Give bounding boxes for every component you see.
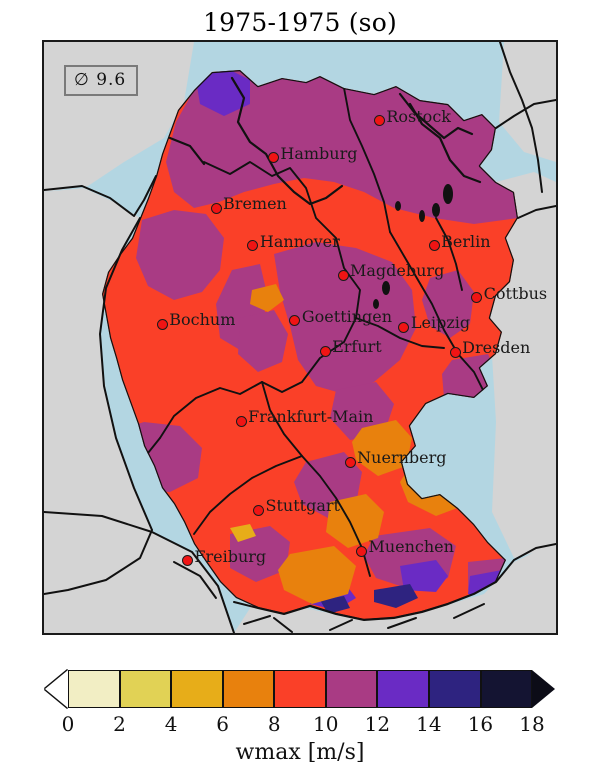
- city-dot-icon: [471, 292, 483, 304]
- city-label: Rostock: [386, 106, 451, 126]
- city-dot-icon: [247, 240, 259, 252]
- city-dot-icon: [398, 321, 410, 333]
- city-label: Dresden: [462, 338, 531, 358]
- colorbar-tick-labels: 0 2 4 6 8 10 12 14 16 18: [62, 712, 545, 738]
- map-panel[interactable]: ∅ 9.6 Rostock Hamburg Bremen Hannover Berlin…: [42, 40, 558, 635]
- colorbar-band-16-18[interactable]: [480, 670, 533, 708]
- colorbar-extend-over-arrow: [532, 670, 555, 708]
- city-label: Goettingen: [301, 306, 393, 326]
- colorbar-band-14-16[interactable]: [428, 670, 481, 708]
- colorbar-tick-16: 16: [467, 712, 494, 736]
- colorbar-band-4-6[interactable]: [171, 670, 223, 708]
- city-label: Cottbus: [483, 283, 548, 303]
- city-label: Freiburg: [194, 546, 267, 566]
- colorbar-tick-4: 4: [164, 712, 178, 736]
- city-label: Stuttgart: [265, 496, 340, 516]
- city-label: Berlin: [441, 231, 491, 251]
- city-label: Hannover: [259, 231, 340, 251]
- city-dot-icon: [210, 202, 222, 214]
- colorbar-band-8-10[interactable]: [274, 670, 326, 708]
- city-label: Hamburg: [280, 143, 358, 163]
- colorbar-bands[interactable]: [68, 670, 533, 708]
- colorbar-tick-8: 8: [267, 712, 281, 736]
- colorbar-tick-18: 18: [519, 712, 545, 736]
- city-label: Frankfurt-Main: [248, 407, 374, 427]
- colorbar-band-10-12[interactable]: [325, 670, 378, 708]
- colorbar-tick-12: 12: [364, 712, 391, 736]
- colorbar[interactable]: 0 2 4 6 8 10 12 14 16 18 wmax [m/s]: [0, 660, 600, 780]
- city-dot-icon: [337, 269, 349, 281]
- city-label: Bremen: [223, 194, 287, 214]
- city-dot-icon: [267, 152, 279, 164]
- city-label: Nuernberg: [357, 448, 447, 468]
- city-dot-icon: [355, 545, 367, 557]
- city-dot-icon: [373, 115, 385, 127]
- city-dot-icon: [319, 345, 331, 357]
- city-dot-icon: [289, 315, 301, 327]
- city-label: Muenchen: [368, 537, 454, 557]
- colorbar-tick-6: 6: [216, 712, 230, 736]
- colorbar-extend-under-arrow: [45, 670, 68, 708]
- city-label: Erfurt: [332, 337, 382, 357]
- colorbar-tick-0: 0: [61, 712, 75, 736]
- city-dot-icon: [181, 555, 193, 567]
- colorbar-axis-label: wmax [m/s]: [235, 740, 365, 765]
- colorbar-tick-10: 10: [313, 712, 339, 736]
- city-dot-icon: [344, 456, 356, 468]
- mean-value-box: ∅ 9.6: [64, 65, 139, 96]
- wind-speed-map: [44, 42, 556, 633]
- city-dot-icon: [253, 504, 265, 516]
- colorbar-band-12-14[interactable]: [377, 670, 429, 708]
- city-dot-icon: [235, 415, 247, 427]
- city-dot-icon: [449, 346, 461, 358]
- colorbar-band-6-8[interactable]: [222, 670, 275, 708]
- colorbar-tick-14: 14: [416, 712, 442, 736]
- city-dot-icon: [428, 240, 440, 252]
- city-label: Magdeburg: [350, 261, 445, 281]
- city-dot-icon: [156, 318, 168, 330]
- colorbar-tick-2: 2: [113, 712, 126, 736]
- city-label: Leipzig: [410, 313, 471, 333]
- colorbar-band-2-4[interactable]: [119, 670, 172, 708]
- colorbar-band-0-2[interactable]: [68, 670, 120, 708]
- city-label: Bochum: [169, 310, 236, 330]
- page-title: 1975-1975 (so): [203, 8, 397, 37]
